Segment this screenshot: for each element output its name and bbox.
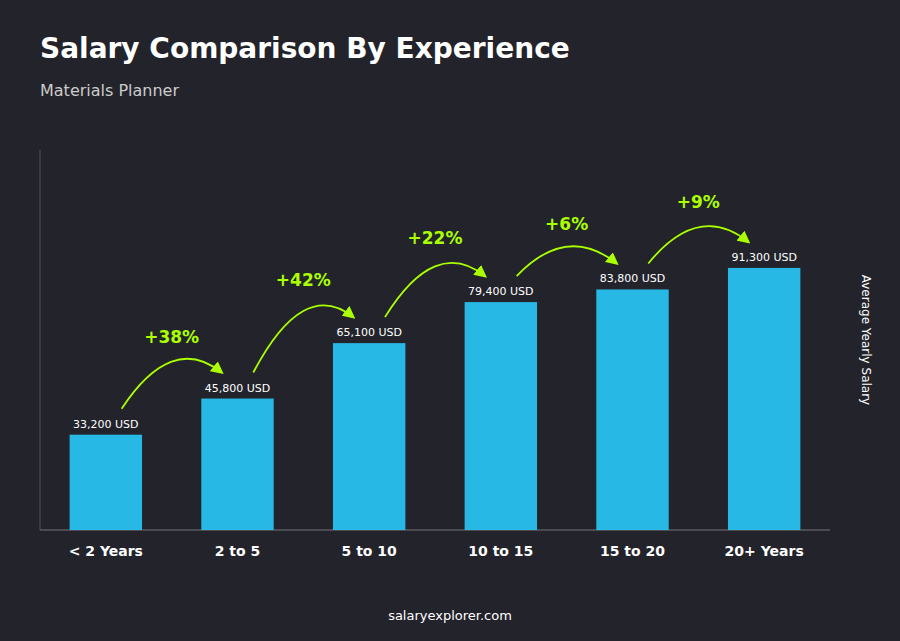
- change-arrow: [517, 246, 617, 276]
- change-arrow: [648, 226, 748, 263]
- bar: [333, 343, 405, 530]
- subtitle: Materials Planner: [40, 81, 179, 100]
- bar: [596, 289, 668, 530]
- value-label: 45,800 USD: [205, 382, 271, 395]
- value-label: 83,800 USD: [600, 272, 666, 285]
- value-label: 65,100 USD: [336, 326, 402, 339]
- change-arrow: [385, 263, 485, 317]
- bar: [70, 435, 142, 530]
- category-label: 20+ Years: [725, 543, 804, 559]
- category-label: 5 to 10: [342, 543, 398, 559]
- category-label: 2 to 5: [215, 543, 261, 559]
- bar: [201, 399, 273, 530]
- bars: [70, 268, 801, 530]
- change-label: +9%: [677, 192, 720, 212]
- bar: [728, 268, 800, 530]
- change-label: +38%: [144, 327, 199, 347]
- value-label: 33,200 USD: [73, 418, 139, 431]
- category-label: < 2 Years: [69, 543, 143, 559]
- title: Salary Comparison By Experience: [40, 32, 570, 65]
- change-label: +6%: [545, 214, 588, 234]
- change-arrow: [122, 359, 222, 409]
- background: [0, 0, 900, 641]
- chart-container: Salary Comparison By Experience Materials…: [0, 0, 900, 641]
- bar: [465, 302, 537, 530]
- footer: salaryexplorer.com: [388, 608, 512, 623]
- value-label: 79,400 USD: [468, 285, 534, 298]
- change-label: +42%: [276, 270, 331, 290]
- category-label: 10 to 15: [468, 543, 533, 559]
- category-label: 15 to 20: [600, 543, 665, 559]
- change-label: +22%: [408, 228, 463, 248]
- y-axis-label: Average Yearly Salary: [859, 275, 873, 405]
- y-axis-line: [40, 150, 41, 530]
- value-label: 91,300 USD: [731, 251, 797, 264]
- x-axis-line: [40, 530, 830, 531]
- change-arrow: [253, 305, 353, 372]
- chart-svg: Salary Comparison By Experience Materials…: [0, 0, 900, 641]
